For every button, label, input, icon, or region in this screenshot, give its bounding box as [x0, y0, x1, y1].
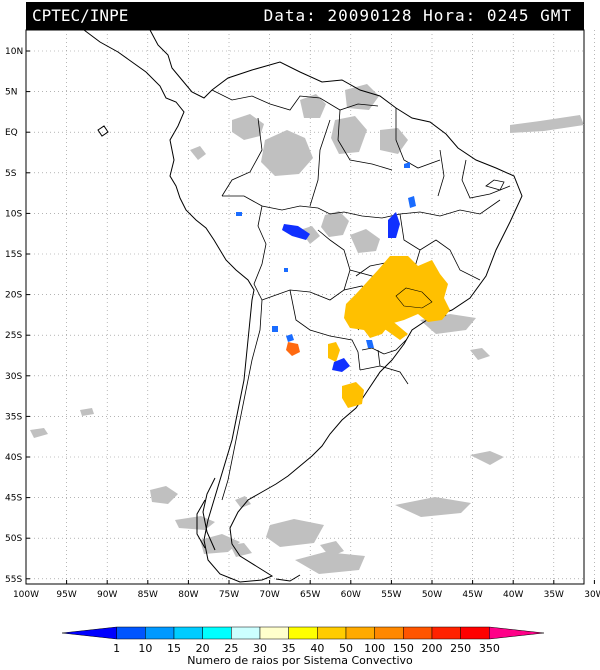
lat-tick-label: 5N — [5, 88, 17, 98]
colorbar: 1 10 15 20 25 30 35 40 50 100 150 200 250 350 — [61, 626, 545, 655]
lat-tick-label: 20S — [5, 291, 22, 301]
colorbar-segment — [173, 626, 203, 640]
lon-tick-label: 65W — [300, 590, 320, 600]
colorbar-segment — [345, 626, 375, 640]
colorbar-segment — [231, 626, 261, 640]
lon-tick-label: 85W — [138, 590, 158, 600]
lon-tick-label: 95W — [56, 590, 76, 600]
lat-tick-label: 30S — [5, 372, 22, 382]
lightning-systems — [236, 162, 450, 408]
colorbar-label: 1 — [113, 642, 120, 655]
colorbar-segment — [145, 626, 175, 640]
colorbar-label: 200 — [422, 642, 443, 655]
colorbar-segment — [202, 626, 232, 640]
colorbar-segment — [61, 626, 117, 640]
lon-tick-label: 30W — [584, 590, 600, 600]
header-bar: CPTEC/INPE Data: 20090128 Hora: 0245 GMT — [26, 2, 584, 30]
colorbar-segment — [489, 626, 545, 640]
country-borders — [211, 89, 511, 501]
lat-tick-label: 45S — [5, 494, 22, 504]
lon-tick-label: 75W — [219, 590, 239, 600]
map-frame — [25, 29, 585, 585]
colorbar-segment — [431, 626, 461, 640]
colorbar-label: 40 — [310, 642, 324, 655]
colorbar-label: 25 — [224, 642, 238, 655]
lon-tick-label: 40W — [503, 590, 523, 600]
colorbar-caption: Numero de raios por Sistema Convectivo — [187, 654, 413, 667]
lat-tick-label: 10N — [5, 47, 23, 57]
lat-tick-label: 55S — [5, 575, 22, 585]
lat-tick-label: 5S — [5, 169, 17, 179]
lon-tick-label: 70W — [259, 590, 279, 600]
colorbar-label: 35 — [282, 642, 296, 655]
lat-tick-label: EQ — [5, 128, 18, 138]
colorbar-label: 50 — [339, 642, 353, 655]
colorbar-segment — [317, 626, 347, 640]
lat-tick-label: 40S — [5, 453, 22, 463]
header-source: CPTEC/INPE — [32, 6, 129, 25]
lon-tick-label: 50W — [422, 590, 442, 600]
colorbar-label: 20 — [196, 642, 210, 655]
lon-tick-label: 35W — [544, 590, 564, 600]
lon-tick-label: 100W — [13, 590, 39, 600]
colorbar-label: 250 — [450, 642, 471, 655]
colorbar-segment — [374, 626, 404, 640]
colorbar-label: 150 — [393, 642, 414, 655]
lon-tick-label: 80W — [178, 590, 198, 600]
header-datetime: Data: 20090128 Hora: 0245 GMT — [263, 6, 572, 25]
colorbar-label: 350 — [479, 642, 500, 655]
colorbar-segment — [116, 626, 146, 640]
lat-tick-label: 15S — [5, 250, 22, 260]
lat-tick-label: 50S — [5, 534, 22, 544]
colorbar-label: 15 — [167, 642, 181, 655]
lon-tick-label: 45W — [462, 590, 482, 600]
colorbar-label: 10 — [138, 642, 152, 655]
colorbar-segment — [259, 626, 289, 640]
lon-tick-label: 60W — [341, 590, 361, 600]
lat-tick-label: 10S — [5, 209, 22, 219]
axis-ticks: 100W 95W 90W 85W 80W 75W 70W 65W 60W 55W 50W 45W 40W… — [5, 47, 600, 600]
colorbar-segment — [288, 626, 318, 640]
colorbar-segment — [403, 626, 433, 640]
lon-tick-label: 55W — [381, 590, 401, 600]
colorbar-label: 30 — [253, 642, 267, 655]
lon-tick-label: 90W — [97, 590, 117, 600]
lat-tick-label: 35S — [5, 412, 22, 422]
lat-tick-label: 25S — [5, 331, 22, 341]
coastlines — [83, 29, 523, 583]
colorbar-label: 100 — [364, 642, 385, 655]
colorbar-segment — [460, 626, 490, 640]
grid-lines — [26, 30, 595, 584]
